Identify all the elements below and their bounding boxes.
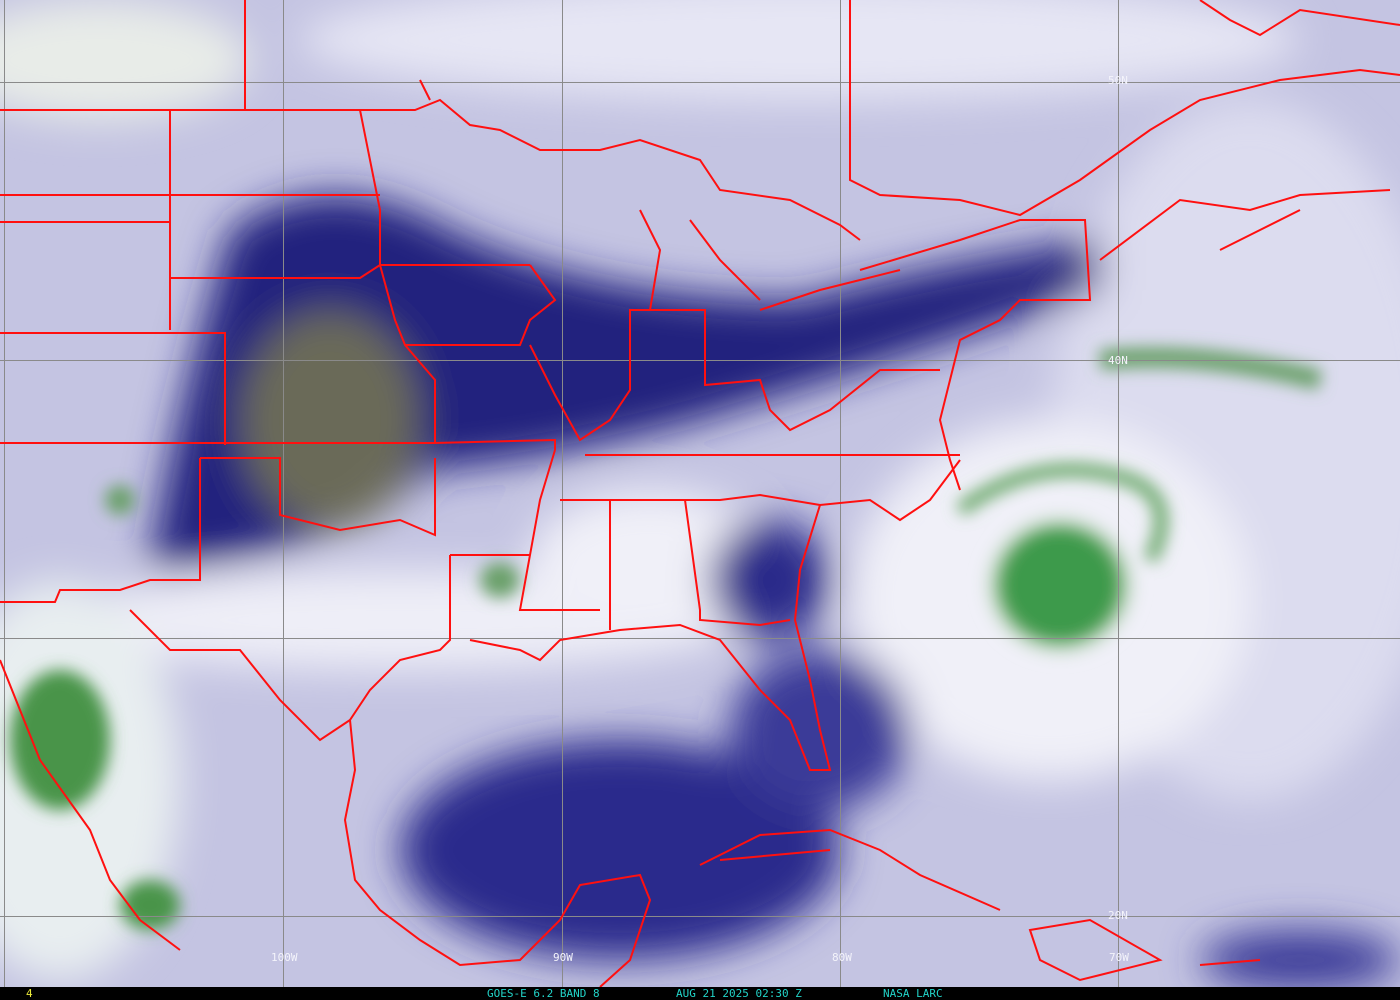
lat-label-20n: 20N (1108, 909, 1128, 922)
lon-label-90w: 90W (553, 951, 573, 964)
lat-label-50n: 50N (1108, 74, 1128, 87)
caption-bar: 4 GOES-E 6.2 BAND 8 AUG 21 2025 02:30 Z … (0, 987, 1400, 1000)
lon-label-100w: 100W (271, 951, 298, 964)
cloud-tops (10, 347, 1323, 930)
datetime-label: AUG 21 2025 02:30 Z (676, 987, 802, 1000)
frame-number: 4 (26, 987, 33, 1000)
lon-label-70w: 70W (1109, 951, 1129, 964)
lon-label-80w: 80W (832, 951, 852, 964)
credit-label: NASA LARC (883, 987, 943, 1000)
lat-label-40n: 40N (1108, 354, 1128, 367)
product-label: GOES-E 6.2 BAND 8 (487, 987, 600, 1000)
